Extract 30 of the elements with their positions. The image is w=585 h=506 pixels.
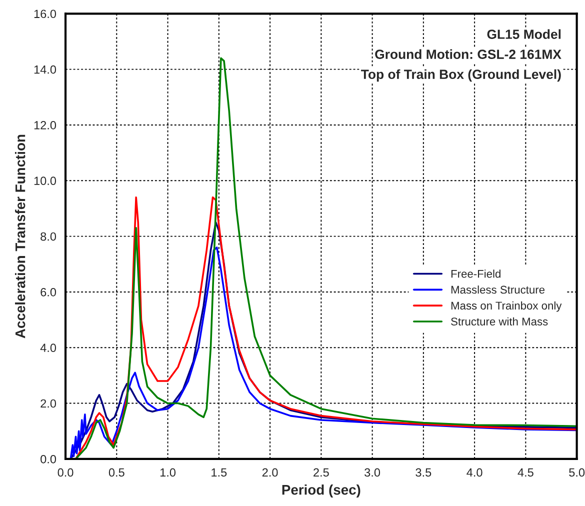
legend-label: Structure with Mass bbox=[451, 317, 548, 326]
line-series bbox=[74, 57, 577, 459]
x-tick-label: 3.0 bbox=[364, 468, 380, 477]
x-axis-title: Period (sec) bbox=[282, 484, 360, 498]
legend-label: Free-Field bbox=[451, 270, 500, 278]
x-tick-label: 2.0 bbox=[262, 468, 278, 477]
annotation: Top of Train Box (Ground Level) bbox=[361, 69, 561, 82]
y-tick-label: 16.0 bbox=[34, 10, 56, 18]
x-tick-label: 3.5 bbox=[416, 468, 432, 477]
y-tick-label: 0.0 bbox=[40, 454, 56, 464]
y-tick-label: 12.0 bbox=[34, 121, 56, 130]
legend-label: Massless Structure bbox=[451, 286, 545, 294]
x-tick-label: 4.0 bbox=[466, 468, 482, 477]
y-axis-title: Acceleration Transfer Function bbox=[15, 134, 26, 338]
x-tick-label: 2.5 bbox=[314, 468, 329, 477]
x-tick-label: 4.5 bbox=[518, 468, 534, 477]
y-tick-label: 4.0 bbox=[40, 344, 56, 352]
y-tick-label: 10.0 bbox=[34, 176, 56, 186]
y-tick-label: 14.0 bbox=[34, 65, 56, 74]
y-tick-label: 8.0 bbox=[40, 232, 56, 241]
legend-label: Mass on Trainbox only bbox=[451, 301, 562, 312]
annotation: Ground Motion: GSL-2 161MX bbox=[375, 49, 562, 59]
annotation: GL15 Model bbox=[487, 29, 561, 39]
y-tick-label: 2.0 bbox=[40, 399, 56, 408]
x-tick-label: 1.0 bbox=[160, 468, 176, 477]
x-tick-label: 0.0 bbox=[58, 468, 74, 477]
x-tick-label: 1.5 bbox=[212, 468, 227, 477]
x-tick-label: 5.0 bbox=[569, 468, 585, 477]
x-tick-label: 0.5 bbox=[108, 468, 124, 477]
y-tick-label: 6.0 bbox=[40, 288, 56, 296]
